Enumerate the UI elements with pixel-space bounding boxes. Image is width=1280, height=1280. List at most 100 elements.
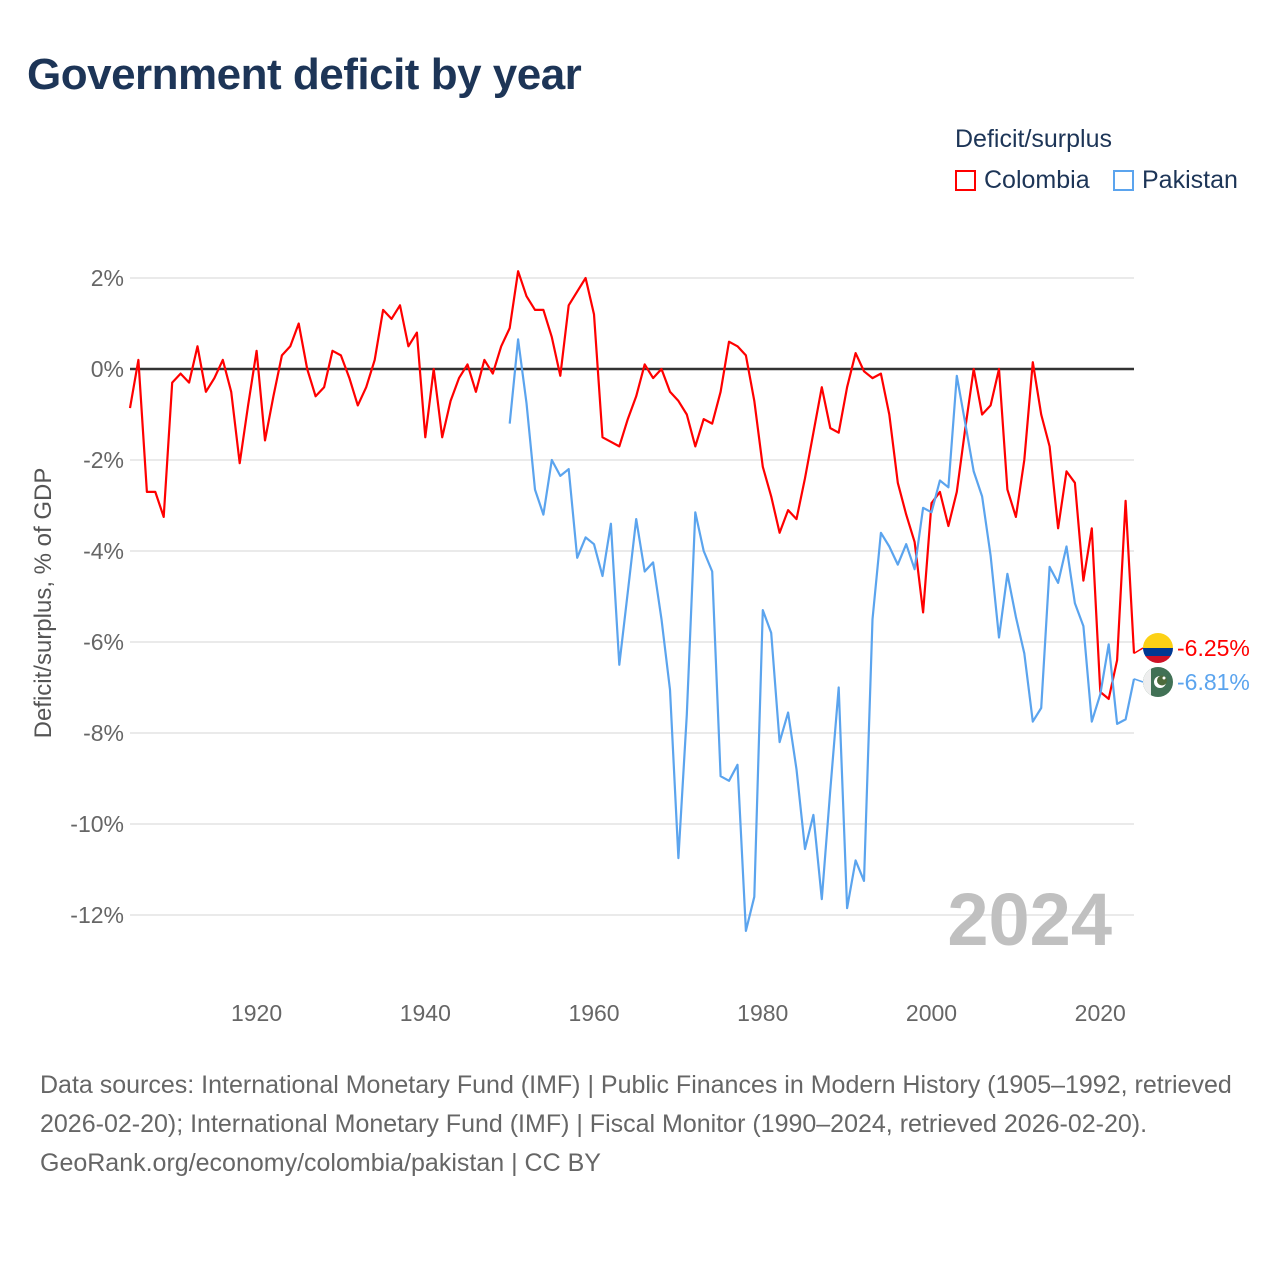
data-point-colombia [599, 434, 605, 440]
x-tick-label: 1960 [568, 1000, 619, 1026]
data-point-pakistan [701, 548, 707, 554]
data-point-pakistan [675, 855, 681, 861]
data-point-colombia [642, 361, 648, 367]
end-value-label-pakistan: -6.81% [1177, 669, 1250, 695]
data-point-colombia [743, 352, 749, 358]
data-point-colombia [532, 307, 538, 313]
data-point-pakistan [524, 400, 530, 406]
data-point-colombia [684, 412, 690, 418]
data-point-colombia [397, 302, 403, 308]
data-point-colombia [313, 393, 319, 399]
data-point-colombia [372, 357, 378, 363]
data-point-colombia [566, 302, 572, 308]
data-point-colombia [540, 307, 546, 313]
data-point-pakistan [869, 616, 875, 622]
data-point-colombia [363, 384, 369, 390]
data-point-pakistan [566, 466, 572, 472]
data-point-colombia [574, 289, 580, 295]
data-point-pakistan [574, 555, 580, 561]
data-point-colombia [844, 384, 850, 390]
footer: Data sources: International Monetary Fun… [40, 1066, 1240, 1183]
credit-link[interactable]: GeoRank.org/economy/colombia/pakistan | … [40, 1149, 601, 1177]
data-point-pakistan [878, 530, 884, 536]
data-point-pakistan [1038, 705, 1044, 711]
data-point-pakistan [599, 573, 605, 579]
data-point-colombia [178, 371, 184, 377]
colombia-flag-icon [1143, 633, 1173, 663]
x-tick-label: 1940 [400, 1000, 451, 1026]
end-value-label-colombia: -6.25% [1177, 635, 1250, 661]
y-tick-label: -8% [83, 720, 124, 746]
x-tick-label: 1920 [231, 1000, 282, 1026]
data-point-colombia [1030, 359, 1036, 365]
data-point-colombia [633, 393, 639, 399]
data-point-pakistan [751, 894, 757, 900]
data-point-pakistan [988, 553, 994, 559]
data-point-pakistan [794, 766, 800, 772]
data-point-colombia [262, 437, 268, 443]
data-point-pakistan [616, 662, 622, 668]
data-point-colombia [498, 343, 504, 349]
data-point-pakistan [810, 812, 816, 818]
data-point-colombia [819, 384, 825, 390]
y-tick-label: -12% [70, 902, 124, 928]
data-point-pakistan [515, 336, 521, 342]
data-point-pakistan [785, 710, 791, 716]
data-point-pakistan [540, 512, 546, 518]
data-point-pakistan [1021, 650, 1027, 656]
data-point-pakistan [1089, 719, 1095, 725]
data-point-colombia [439, 434, 445, 440]
x-tick-label: 2020 [1075, 1000, 1126, 1026]
data-point-colombia [346, 375, 352, 381]
data-point-colombia [945, 523, 951, 529]
data-point-colombia [1089, 525, 1095, 531]
data-point-pakistan [1047, 564, 1053, 570]
y-axis-label: Deficit/surplus, % of GDP [30, 468, 57, 739]
data-point-colombia [777, 530, 783, 536]
data-point-pakistan [667, 687, 673, 693]
data-point-pakistan [507, 421, 513, 427]
data-point-colombia [616, 443, 622, 449]
data-point-pakistan [903, 541, 909, 547]
data-point-colombia [414, 330, 420, 336]
data-point-colombia [228, 389, 234, 395]
data-point-colombia [768, 493, 774, 499]
data-point-colombia [701, 416, 707, 422]
data-point-colombia [287, 343, 293, 349]
data-point-colombia [186, 380, 192, 386]
data-point-colombia [321, 384, 327, 390]
data-point-colombia [1038, 412, 1044, 418]
data-point-colombia [675, 398, 681, 404]
data-point-colombia [389, 316, 395, 322]
data-point-pakistan [557, 473, 563, 479]
data-point-pakistan [718, 773, 724, 779]
data-point-pakistan [1030, 719, 1036, 725]
data-point-pakistan [819, 896, 825, 902]
legend-swatch-pakistan [1113, 170, 1134, 191]
data-point-colombia [650, 375, 656, 381]
series-line-colombia[interactable] [128, 270, 1136, 701]
data-point-colombia [473, 389, 479, 395]
data-point-colombia [692, 443, 698, 449]
data-point-colombia [380, 307, 386, 313]
data-point-colombia [591, 311, 597, 317]
legend-item-pakistan[interactable]: Pakistan [1113, 166, 1238, 195]
data-point-pakistan [861, 878, 867, 884]
y-tick-label: -10% [70, 811, 124, 837]
legend-item-colombia[interactable]: Colombia [955, 166, 1090, 195]
data-point-colombia [912, 539, 918, 545]
data-point-pakistan [1064, 543, 1070, 549]
data-point-colombia [169, 380, 175, 386]
y-tick-label: -2% [83, 447, 124, 473]
series-line-pakistan[interactable] [508, 338, 1136, 933]
data-point-colombia [810, 430, 816, 436]
data-point-pakistan [971, 468, 977, 474]
data-point-colombia [549, 334, 555, 340]
data-point-pakistan [633, 516, 639, 522]
data-point-pakistan [734, 762, 740, 768]
data-point-colombia [659, 366, 665, 372]
data-point-colombia [895, 480, 901, 486]
y-tick-label: -6% [83, 629, 124, 655]
data-point-pakistan [1080, 623, 1086, 629]
